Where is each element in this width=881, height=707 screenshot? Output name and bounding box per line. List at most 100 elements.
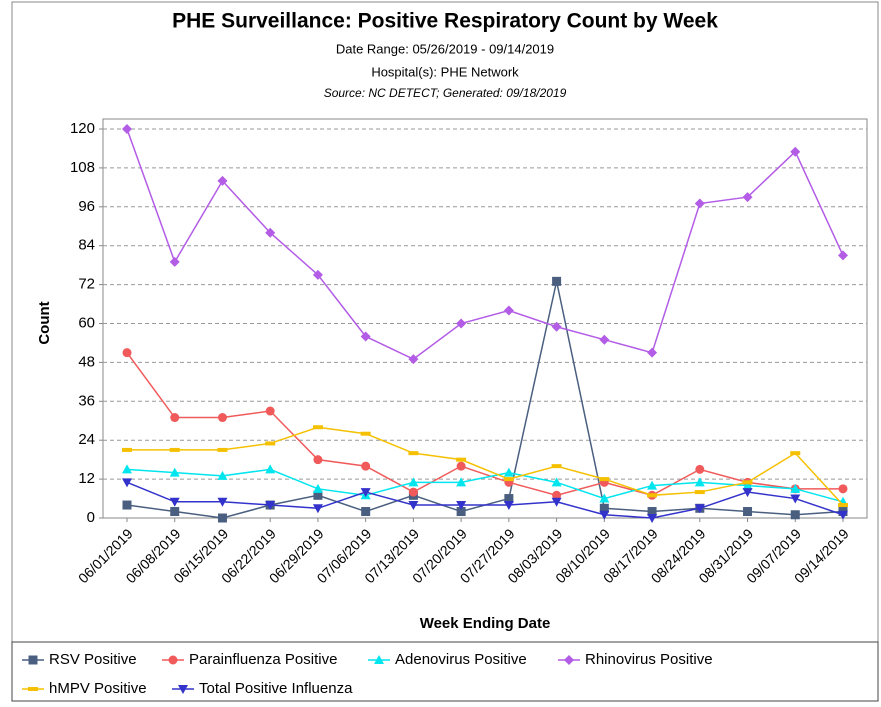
y-tick-label: 120	[70, 120, 95, 137]
series-line	[126, 352, 843, 497]
plot-area	[102, 118, 868, 519]
legend-label: hMPV Positive	[49, 680, 147, 697]
data-point	[408, 487, 418, 497]
data-point	[169, 256, 180, 267]
data-point	[790, 146, 801, 157]
legend-label: Total Positive Influenza	[199, 680, 353, 697]
data-point	[170, 413, 180, 423]
y-tick-label: 24	[78, 431, 95, 448]
data-point	[265, 501, 276, 511]
legend-label: Adenovirus Positive	[395, 651, 527, 668]
data-point	[551, 497, 562, 507]
y-tick-label: 72	[78, 276, 95, 293]
data-point	[694, 490, 705, 495]
data-point	[790, 483, 801, 493]
data-point	[503, 305, 514, 316]
data-point	[551, 464, 562, 469]
data-point	[503, 467, 514, 477]
data-point	[742, 488, 753, 498]
data-point	[312, 483, 323, 493]
data-point	[312, 504, 323, 514]
data-point	[599, 510, 610, 520]
data-point	[504, 494, 514, 504]
data-point	[742, 192, 753, 203]
data-point	[599, 477, 610, 482]
legend-label: Rhinovirus Positive	[585, 651, 713, 668]
data-point	[217, 413, 227, 423]
data-point	[838, 484, 848, 494]
data-point	[360, 431, 371, 436]
data-point	[599, 334, 610, 345]
data-point	[122, 348, 132, 358]
y-tick-label: 60	[78, 314, 95, 331]
data-point	[456, 461, 466, 471]
data-point	[217, 470, 228, 480]
data-point	[361, 507, 371, 517]
legend-marker	[178, 685, 188, 694]
data-point	[408, 354, 419, 365]
data-point	[551, 321, 562, 332]
data-point	[647, 480, 658, 490]
data-point	[742, 480, 753, 490]
data-point	[456, 318, 467, 329]
data-point	[169, 447, 180, 452]
data-point	[599, 493, 610, 503]
data-point	[408, 477, 419, 487]
legend-label: RSV Positive	[49, 651, 137, 668]
data-point	[408, 451, 419, 456]
data-point	[694, 198, 705, 209]
y-axis-label: Count	[36, 301, 53, 344]
data-point	[122, 447, 132, 452]
data-point	[312, 425, 323, 430]
data-point	[552, 490, 562, 500]
data-point	[743, 507, 753, 517]
data-point	[217, 447, 228, 452]
data-point	[838, 250, 848, 261]
data-point	[695, 464, 705, 474]
data-point	[217, 175, 228, 186]
data-point	[122, 124, 132, 134]
legend-marker	[564, 655, 574, 665]
series-line	[126, 468, 844, 503]
data-point	[360, 488, 371, 498]
data-point	[790, 494, 801, 504]
legend-box	[11, 641, 879, 702]
data-point	[361, 461, 371, 471]
series-line	[126, 128, 844, 361]
data-point	[217, 513, 227, 523]
data-point	[265, 406, 275, 416]
data-point	[456, 477, 467, 487]
data-point	[313, 455, 323, 465]
subtitle: Hospital(s): PHE Network	[371, 64, 519, 79]
data-point	[360, 331, 371, 342]
chart-title: PHE Surveillance: Positive Respiratory C…	[172, 10, 718, 33]
data-point	[838, 510, 848, 520]
chart-frame	[11, 1, 879, 643]
data-point	[503, 501, 514, 511]
y-tick-label: 108	[70, 159, 95, 176]
legend-label: Parainfluenza Positive	[189, 651, 337, 668]
data-point	[122, 464, 132, 474]
data-point	[503, 477, 514, 482]
series-line	[126, 481, 844, 519]
data-point	[647, 507, 657, 517]
source: Source: NC DETECT; Generated: 09/18/2019	[324, 86, 567, 100]
data-point	[838, 503, 848, 508]
data-point	[552, 276, 562, 286]
data-point	[170, 507, 180, 517]
data-point	[122, 500, 132, 510]
data-point	[456, 501, 467, 511]
data-point	[312, 269, 323, 280]
data-point	[265, 464, 276, 474]
y-tick-label: 96	[78, 198, 95, 215]
y-tick-label: 84	[78, 237, 95, 254]
data-point	[647, 347, 658, 358]
data-point	[456, 507, 466, 517]
series-line	[127, 426, 844, 506]
legend-marker	[28, 655, 38, 665]
legend-marker	[28, 687, 38, 691]
y-tick-label: 12	[78, 470, 95, 487]
data-point	[694, 477, 705, 487]
y-tick-label: 36	[78, 392, 95, 409]
